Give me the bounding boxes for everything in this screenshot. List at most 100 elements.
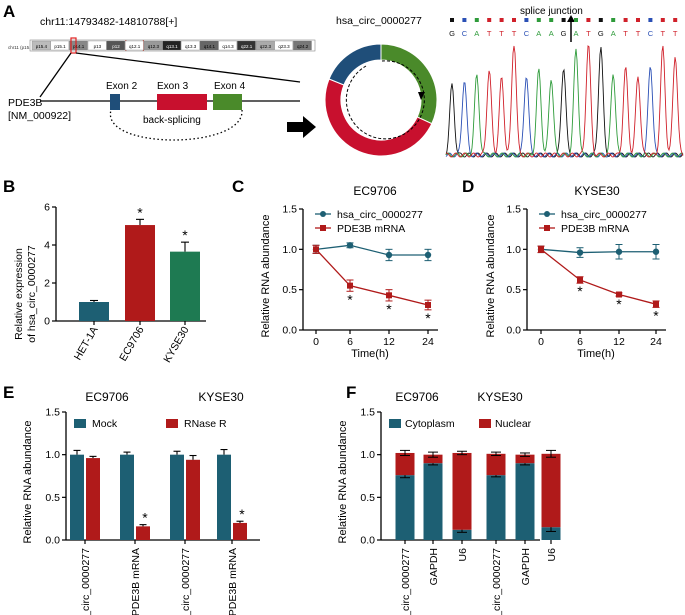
chromosome-band: [237, 40, 256, 51]
panel-f-legend-label: Nuclear: [495, 418, 532, 430]
panel-d-point: [615, 248, 623, 255]
base-letter: T: [512, 29, 517, 38]
panel-c-y-tick-label: 0.0: [282, 325, 297, 337]
base-marker: [598, 18, 603, 22]
chromosome-band-label: p15.4: [36, 44, 48, 49]
panel-e-y-tick-label: 0.5: [45, 492, 60, 504]
chromosome-band: [69, 40, 88, 51]
panel-d-x-tick-label: 24: [650, 336, 662, 348]
panel-c-x-tick-label: 0: [313, 336, 319, 348]
chromosome-band: [293, 40, 312, 51]
panel-f-x-tick-label: U6: [546, 548, 558, 562]
chromosome-band: [125, 40, 144, 51]
chromosome-band: [31, 40, 51, 51]
panel-c-point: [385, 251, 393, 259]
panel-e-ylabel: Relative RNA abundance: [22, 421, 34, 544]
panel-b-ylabel-line-2: of hsa_circ_0000277: [26, 245, 38, 343]
gene-label: PDE3B: [8, 97, 42, 109]
panel-e-legend-label: RNase R: [184, 418, 227, 430]
chromosome-band-label: p12: [112, 44, 120, 49]
panel-e-y-tick-label: 0.0: [45, 535, 60, 547]
base-letter: A: [573, 29, 578, 38]
base-marker: [450, 18, 454, 22]
panel-f-x-tick-label: hsa_circ_0000277: [491, 548, 503, 615]
exon-3-label: Exon 3: [157, 81, 189, 92]
panel-b-significance: *: [137, 204, 143, 220]
panel-d-point: [538, 246, 544, 253]
chromosome-band-label: q12.3: [148, 44, 160, 49]
panel-d-y-tick-label: 0.0: [506, 325, 521, 337]
chromatogram-trace-G: [445, 46, 684, 158]
panel-c: EC9706 Relative RNA abundance Time(h) 0.…: [260, 184, 438, 360]
panel-d-point: [652, 248, 660, 255]
base-marker: [648, 18, 653, 22]
panel-e-x-tick-label: hsa_circ_0000277: [180, 548, 192, 615]
chromosome-band-label: q24.2: [297, 44, 309, 49]
panel-c-x-tick-label: 24: [422, 336, 434, 348]
panel-d-y-tick-label: 0.5: [506, 284, 521, 296]
panel-f-bar-segment: [486, 453, 506, 476]
panel-f-y-tick-label: 0.5: [360, 492, 375, 504]
panel-c-series-line: [315, 248, 429, 306]
base-letter: T: [586, 29, 591, 38]
exon-2-box: [110, 94, 120, 110]
exon-2-label: Exon 2: [106, 81, 138, 92]
panel-d-significance: *: [577, 283, 583, 299]
panel-c-title: EC9706: [353, 184, 397, 198]
panel-b-x-tick-label: HET-1A: [72, 325, 101, 363]
chromosome-band: [106, 40, 125, 51]
zoom-line-left: [39, 52, 72, 98]
panel-b-chart: 0 2 4 6 HET-1A * EC9706 * KYSE30: [44, 202, 206, 365]
panel-d-series-line: [540, 248, 657, 305]
ring-segment-exon-3: [324, 78, 433, 157]
panel-e-y-tick-label: 1.0: [45, 449, 60, 461]
panel-e-y-tick-label: 1.5: [45, 407, 60, 419]
panel-e-legend-swatch: [74, 419, 86, 428]
base-marker: [549, 18, 554, 22]
panel-label-e: E: [3, 383, 14, 402]
panel-c-point: [425, 301, 431, 308]
panel-c-point: [313, 246, 319, 253]
panel-f-bar-segment: [423, 463, 443, 540]
chromosome-band-label: q12.1: [129, 44, 141, 49]
panel-d-legend-marker: [544, 211, 550, 217]
exon-3-box: [157, 94, 207, 110]
base-letter: G: [449, 29, 455, 38]
panel-d-chart: 0.0 0.5 1.0 1.5 0 6 12 24 hsa_circ_0000277 * * * PDE…: [506, 204, 666, 348]
panel-f-bar-segment: [423, 454, 443, 464]
panel-d-point: [653, 301, 659, 308]
panel-label-b: B: [3, 177, 15, 196]
base-letter: A: [611, 29, 616, 38]
panel-f-group-label-2: KYSE30: [477, 390, 523, 404]
chromosome-band: [255, 40, 275, 51]
exon-4-label: Exon 4: [214, 81, 246, 92]
base-letter: C: [648, 29, 654, 38]
panel-d-significance: *: [616, 296, 622, 312]
circrna-ring: [324, 43, 438, 157]
panel-c-legend-marker: [320, 225, 326, 231]
base-letter: T: [673, 29, 678, 38]
panel-e-legend-swatch: [166, 419, 178, 428]
panel-f-bar-segment: [515, 463, 535, 540]
base-letter: G: [598, 29, 604, 38]
base-marker: [487, 18, 492, 22]
circ-title: hsa_circ_0000277: [336, 15, 422, 27]
panel-f-x-tick-label: GAPDH: [428, 548, 440, 585]
panel-label-a: A: [3, 2, 15, 21]
splice-junction-label: splice junction: [520, 6, 583, 17]
panel-c-y-tick-label: 0.5: [282, 284, 297, 296]
panel-f-x-tick-label: GAPDH: [520, 548, 532, 585]
panel-e-x-tick-label: PDE3B mRNA: [227, 548, 239, 615]
base-marker: [574, 18, 578, 22]
panel-f-y-tick-label: 1.5: [360, 407, 375, 419]
base-marker: [462, 18, 467, 22]
chromosome-band-label: q23.3: [278, 44, 290, 49]
panel-c-series-line: [315, 244, 428, 256]
panel-c-legend-marker: [320, 211, 326, 217]
sanger-chromatogram: [445, 45, 684, 158]
base-letter: A: [549, 29, 554, 38]
chromosome-band: [199, 40, 219, 51]
panel-d-y-tick-label: 1.5: [506, 204, 521, 216]
panel-c-point: [347, 282, 353, 289]
panel-f-ylabel: Relative RNA abundance: [337, 421, 349, 544]
